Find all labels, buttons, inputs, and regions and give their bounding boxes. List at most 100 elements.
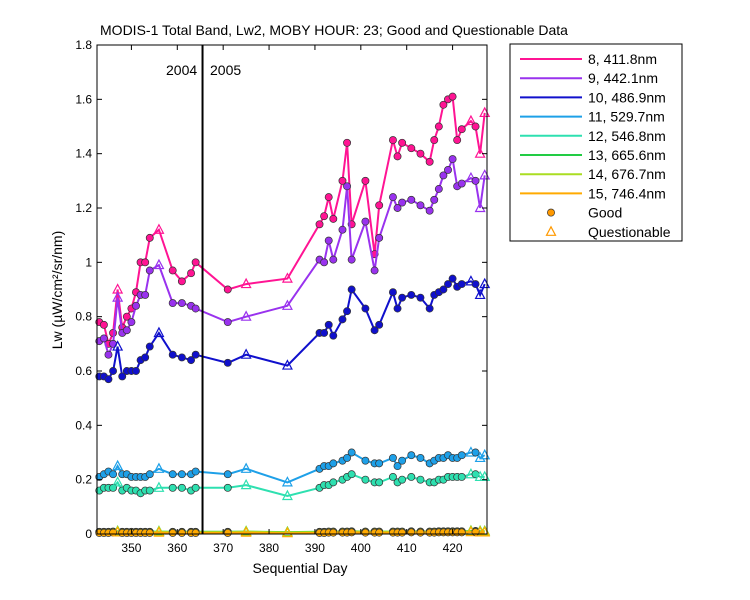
good-marker: [375, 201, 384, 210]
questionable-marker: [112, 291, 124, 302]
questionable-marker: [281, 476, 293, 487]
good-marker: [329, 478, 338, 487]
good-marker: [471, 176, 480, 185]
series-3: [95, 274, 491, 384]
good-marker: [329, 255, 338, 264]
x-tick-label: 390: [305, 541, 325, 555]
good-marker: [329, 528, 338, 537]
good-marker: [324, 236, 333, 245]
legend-marker-label-2: Questionable: [588, 224, 671, 240]
good-marker: [425, 157, 434, 166]
good-marker: [388, 453, 397, 462]
good-marker: [407, 195, 416, 204]
y-tick-label: 0.6: [75, 364, 92, 378]
good-marker: [320, 329, 329, 337]
questionable-marker: [240, 277, 252, 289]
good-marker: [393, 304, 402, 313]
good-marker: [191, 483, 200, 492]
good-marker: [168, 470, 177, 479]
good-marker: [416, 201, 425, 210]
good-marker: [177, 470, 186, 479]
good-marker: [439, 285, 448, 294]
good-marker: [109, 367, 118, 375]
legend-good-marker: [547, 208, 555, 217]
good-marker: [370, 266, 379, 275]
good-marker: [434, 122, 443, 131]
good-marker: [361, 304, 370, 313]
good-marker: [375, 459, 384, 468]
good-marker: [453, 136, 462, 145]
good-marker: [177, 353, 186, 362]
good-marker: [439, 100, 448, 109]
questionable-marker: [474, 451, 486, 463]
series-2: [95, 155, 491, 359]
good-marker: [398, 293, 407, 302]
legend-box: [509, 43, 683, 242]
legend-label-4: 11, 529.7nm: [588, 109, 665, 125]
good-marker: [343, 138, 352, 147]
y-axis-label: Lw (µW/cm²/sr/nm): [49, 231, 65, 350]
questionable-marker: [281, 526, 293, 538]
legend-marker-label-1: Good: [588, 205, 622, 221]
good-marker: [320, 258, 329, 267]
good-marker: [361, 475, 370, 484]
good-marker: [168, 266, 177, 275]
good-marker: [361, 176, 370, 185]
good-marker: [398, 198, 407, 207]
y-tick-label: 0.8: [75, 310, 92, 324]
good-marker: [187, 356, 196, 365]
good-marker: [320, 212, 329, 221]
good-marker: [398, 138, 407, 147]
good-marker: [338, 176, 347, 185]
year-label-left: 2004: [166, 62, 197, 78]
questionable-marker: [240, 310, 252, 321]
questionable-marker: [465, 171, 477, 183]
questionable-marker: [474, 201, 486, 213]
x-tick-label: 370: [213, 541, 233, 555]
questionable-marker: [153, 481, 165, 492]
good-marker: [145, 486, 154, 495]
good-marker: [347, 528, 356, 537]
good-marker: [315, 220, 324, 229]
good-marker: [430, 136, 439, 145]
questionable-marker: [281, 489, 293, 501]
questionable-marker: [474, 147, 486, 158]
x-tick-label: 410: [397, 541, 417, 555]
y-tick-label: 1: [85, 255, 92, 269]
good-marker: [104, 375, 113, 384]
good-marker: [347, 285, 356, 294]
good-marker: [457, 179, 466, 188]
good-marker: [191, 350, 200, 359]
y-tick-label: 1.6: [75, 92, 92, 106]
good-marker: [444, 166, 452, 174]
y-tick-label: 1.4: [75, 147, 92, 161]
x-tick-label: 400: [351, 541, 371, 555]
good-marker: [127, 318, 136, 327]
good-marker: [187, 269, 196, 278]
questionable-marker: [153, 258, 165, 270]
good-marker: [361, 217, 370, 226]
questionable-marker: [474, 288, 486, 300]
questionable-marker: [281, 272, 293, 283]
good-marker: [361, 528, 370, 537]
good-marker: [430, 195, 439, 204]
good-marker: [457, 125, 466, 134]
good-marker: [177, 277, 186, 286]
year-label-right: 2005: [210, 62, 241, 78]
x-tick-label: 420: [443, 541, 463, 555]
good-marker: [122, 312, 131, 321]
good-marker: [407, 451, 416, 460]
good-marker: [223, 318, 232, 327]
good-marker: [122, 326, 131, 335]
good-marker: [407, 290, 416, 299]
x-tick-label: 350: [121, 541, 141, 555]
questionable-marker: [112, 459, 124, 471]
good-marker: [457, 451, 466, 460]
good-marker: [145, 528, 154, 537]
questionable-marker: [153, 223, 165, 234]
good-marker: [425, 206, 434, 215]
good-marker: [223, 528, 232, 537]
x-tick-label: 360: [167, 541, 187, 555]
good-marker: [393, 152, 402, 161]
